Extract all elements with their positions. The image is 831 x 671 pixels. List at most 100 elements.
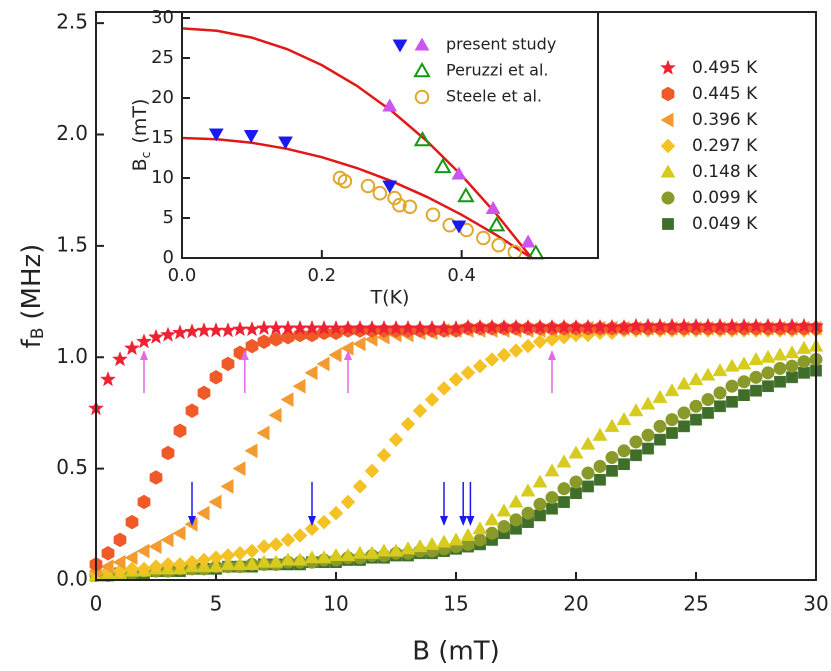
marker: [387, 190, 402, 206]
marker: [316, 514, 332, 530]
marker: [220, 478, 234, 494]
marker: [171, 324, 189, 340]
marker: [112, 351, 128, 367]
marker: [448, 372, 464, 387]
marker: [652, 389, 668, 403]
y-axis-label: Bc (mT): [129, 99, 153, 172]
marker: [208, 494, 222, 510]
y-tick-label: 30: [151, 7, 174, 28]
marker: [472, 358, 488, 374]
marker: [557, 482, 571, 496]
marker: [434, 157, 452, 174]
marker: [388, 432, 404, 448]
marker: [208, 128, 224, 142]
marker: [232, 556, 248, 570]
marker: [761, 366, 775, 380]
marker: [328, 347, 342, 363]
legend-marker: [661, 191, 675, 205]
marker: [736, 356, 752, 370]
marker: [556, 454, 572, 468]
marker: [232, 461, 246, 477]
legend-marker: [414, 89, 430, 105]
marker: [304, 365, 318, 381]
arrow-head: [140, 350, 148, 360]
y-tick-label: 20: [151, 87, 174, 108]
arrow: [548, 350, 556, 393]
marker: [532, 474, 548, 488]
marker: [388, 543, 404, 557]
marker: [476, 230, 491, 246]
marker: [112, 554, 126, 570]
legend-marker: [660, 164, 676, 178]
marker: [328, 547, 344, 561]
marker: [606, 465, 618, 477]
marker: [160, 557, 176, 572]
marker: [376, 447, 392, 463]
marker: [784, 345, 800, 359]
marker: [244, 556, 260, 570]
marker: [534, 509, 546, 522]
x-tick-label: 0: [90, 592, 103, 616]
marker: [760, 349, 776, 363]
marker: [196, 505, 210, 521]
marker: [340, 547, 356, 561]
marker: [724, 358, 740, 372]
marker: [340, 494, 356, 510]
marker: [592, 427, 608, 441]
x-tick-label: 25: [683, 592, 708, 616]
marker: [521, 506, 535, 520]
x-tick-label: 0.4: [447, 265, 476, 286]
marker: [508, 343, 524, 358]
marker: [473, 533, 487, 547]
marker: [714, 400, 726, 413]
marker: [457, 186, 475, 203]
marker: [496, 347, 512, 363]
marker: [173, 423, 187, 439]
marker: [149, 470, 163, 485]
marker: [268, 554, 284, 568]
marker: [654, 433, 666, 446]
marker: [209, 370, 223, 385]
marker: [774, 375, 786, 388]
marker: [219, 322, 237, 338]
marker: [762, 380, 774, 393]
marker: [520, 483, 536, 497]
marker: [280, 532, 296, 548]
marker: [582, 480, 594, 493]
arrow: [188, 482, 196, 526]
legend-label: present study: [446, 35, 556, 54]
marker: [451, 166, 467, 180]
y-label-main: f: [17, 338, 47, 348]
marker: [364, 545, 380, 559]
marker: [436, 381, 452, 396]
legend-marker: [413, 61, 431, 78]
legend-label: 0.495 K: [692, 58, 758, 78]
marker: [256, 539, 272, 554]
marker: [316, 356, 330, 372]
marker: [364, 463, 380, 479]
y-tick-label: 0: [163, 247, 174, 268]
marker: [124, 561, 140, 577]
y-label-unit: (mT): [129, 99, 151, 144]
marker: [630, 449, 642, 462]
marker: [472, 521, 488, 535]
marker: [208, 559, 224, 573]
arrow: [308, 482, 316, 526]
marker: [580, 436, 596, 450]
marker: [701, 393, 715, 407]
marker: [496, 503, 512, 517]
marker: [197, 385, 211, 401]
y-tick-label: 0.0: [56, 567, 88, 591]
marker: [136, 543, 150, 559]
marker: [304, 550, 320, 564]
marker: [738, 389, 750, 401]
marker: [436, 534, 452, 548]
marker: [244, 443, 258, 459]
legend-label: 0.148 K: [692, 162, 758, 182]
y-tick-label: 2.5: [56, 10, 88, 34]
x-tick-label: 15: [443, 592, 468, 616]
marker: [570, 487, 582, 499]
x-tick-label: 0.0: [168, 265, 197, 286]
marker: [243, 320, 261, 337]
legend-label: 0.396 K: [692, 110, 758, 130]
